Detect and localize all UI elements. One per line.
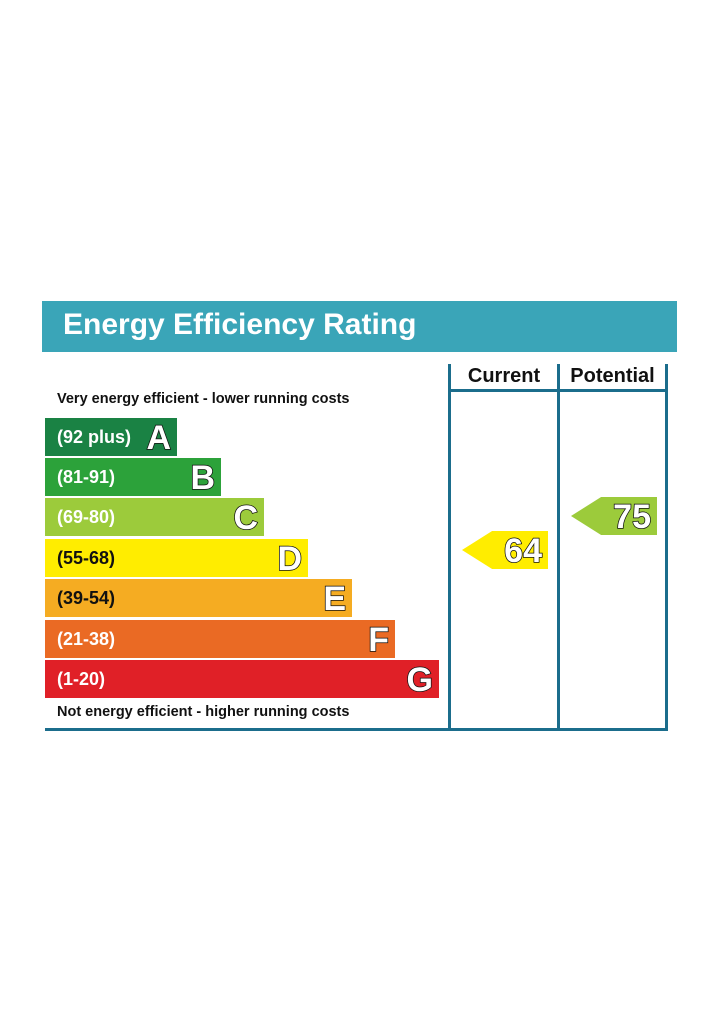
band-d: (55-68) D [45, 539, 308, 579]
potential-column-header: Potential [570, 365, 655, 387]
band-a: (92 plus) A [45, 418, 177, 458]
band-range-label: (55-68) [57, 548, 116, 568]
band-g: (1-20) G [45, 660, 439, 700]
band-letter: A [146, 418, 172, 458]
frame-divider-right [665, 364, 668, 731]
band-letter: B [190, 458, 216, 498]
frame-divider-mid [557, 364, 560, 731]
current-rating-value: 64 [503, 531, 542, 570]
band-letter: E [323, 579, 347, 619]
bottom-note: Not energy efficient - higher running co… [57, 704, 350, 720]
band-e: (39-54) E [45, 579, 352, 619]
band-range-label: (39-54) [57, 588, 116, 608]
top-note: Very energy efficient - lower running co… [57, 391, 350, 407]
band-letter: D [277, 539, 303, 579]
frame-bottom-line [45, 728, 668, 731]
band-range-label: (92 plus) [57, 427, 132, 447]
band-b: (81-91) B [45, 458, 221, 498]
potential-rating-value: 75 [612, 497, 651, 536]
frame-divider-left [448, 364, 451, 731]
header-bar: Energy Efficiency Rating [42, 301, 677, 352]
frame-header-underline [448, 389, 668, 392]
band-range-label: (69-80) [57, 507, 116, 527]
band-range-label: (81-91) [57, 467, 116, 487]
band-letter: C [233, 498, 259, 538]
band-range-label: (1-20) [57, 669, 106, 689]
band-letter: G [406, 660, 434, 700]
band-letter: F [367, 620, 389, 660]
page-title: Energy Efficiency Rating [63, 308, 417, 341]
band-range-label: (21-38) [57, 629, 116, 649]
current-rating-arrow: 64 [462, 531, 548, 569]
band-c: (69-80) C [45, 498, 264, 538]
potential-rating-arrow: 75 [571, 497, 657, 535]
band-f: (21-38) F [45, 620, 395, 660]
current-column-header: Current [467, 365, 541, 387]
